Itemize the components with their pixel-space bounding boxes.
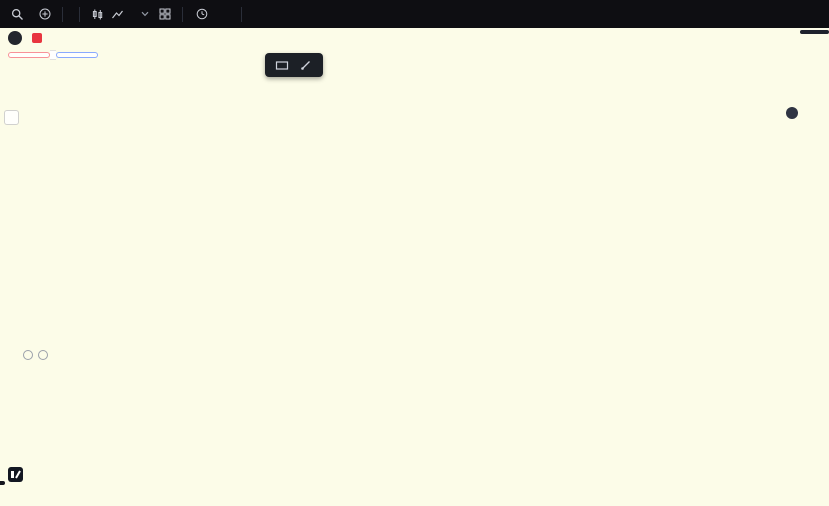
indicators-button[interactable]	[128, 9, 154, 19]
symbol-title-row[interactable]	[8, 31, 98, 45]
collapse-legend-button[interactable]	[4, 110, 19, 125]
price-axis-unit	[800, 30, 829, 34]
symbol-logo	[8, 31, 22, 45]
sell-button[interactable]	[8, 52, 50, 58]
search-icon[interactable]	[8, 5, 26, 23]
chevron-down-icon	[141, 11, 149, 17]
drawing-toolbar	[265, 53, 323, 77]
rsi-legend[interactable]	[8, 350, 48, 360]
layout-grid-icon[interactable]	[156, 5, 174, 23]
exchange-icon	[32, 33, 42, 43]
rsi-more-icon[interactable]	[38, 350, 48, 360]
time-axis[interactable]	[0, 478, 829, 506]
toolbar-separator	[182, 6, 183, 22]
buy-button[interactable]	[56, 52, 98, 58]
toolbar-separator	[79, 6, 80, 22]
date-cursor-badge	[0, 481, 5, 485]
compare-icon[interactable]	[108, 5, 126, 23]
chart-type-icon[interactable]	[88, 5, 106, 23]
add-alert-plus-icon[interactable]	[786, 107, 798, 119]
add-symbol-icon[interactable]	[36, 5, 54, 23]
legend	[8, 31, 98, 60]
toolbar-separator	[241, 6, 242, 22]
toolbar-separator	[62, 6, 63, 22]
rectangle-tool-icon[interactable]	[273, 56, 291, 74]
buy-sell-widget	[8, 50, 98, 60]
top-toolbar	[0, 0, 829, 28]
alert-button[interactable]	[191, 6, 217, 22]
brush-tool-icon[interactable]	[297, 56, 315, 74]
rsi-settings-icon[interactable]	[23, 350, 33, 360]
tradingview-logo-icon	[8, 467, 23, 482]
price-axis[interactable]	[800, 0, 829, 506]
spread-value	[50, 50, 56, 60]
replay-button[interactable]	[219, 12, 233, 16]
clock-icon	[196, 8, 208, 20]
tradingview-logo[interactable]	[8, 467, 28, 482]
